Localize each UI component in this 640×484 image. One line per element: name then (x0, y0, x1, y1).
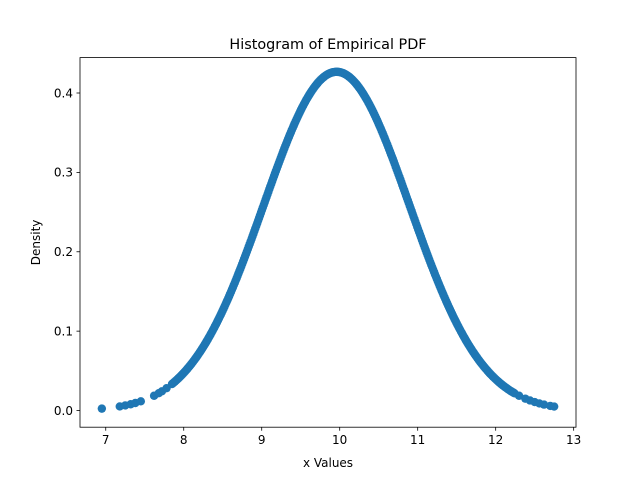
y-axis-label: Density (29, 220, 43, 266)
x-tick-label: 11 (410, 433, 425, 447)
x-tick-label: 13 (566, 433, 581, 447)
y-tick-label: 0.3 (54, 166, 73, 180)
data-point (510, 389, 519, 398)
y-tick-label: 0.0 (54, 404, 73, 418)
axes-frame (79, 57, 577, 428)
y-axis-ticks: 0.0 0.1 0.2 0.3 0.4 (54, 86, 80, 418)
data-point (97, 404, 107, 413)
x-axis-ticks: 7 8 9 10 11 12 13 (102, 427, 581, 447)
x-tick-label: 10 (332, 433, 347, 447)
chart-title: Histogram of Empirical PDF (229, 37, 426, 53)
y-tick-label: 0.1 (54, 324, 73, 338)
x-tick-label: 9 (258, 433, 266, 447)
data-point (549, 402, 559, 411)
points-layer (97, 67, 559, 413)
data-point (136, 397, 146, 406)
x-tick-label: 7 (102, 433, 110, 447)
y-tick-label: 0.2 (54, 245, 73, 259)
data-point (539, 400, 549, 409)
y-tick-label: 0.4 (54, 86, 73, 100)
x-tick-label: 8 (180, 433, 188, 447)
x-tick-label: 12 (488, 433, 503, 447)
x-axis-label: x Values (303, 456, 353, 470)
